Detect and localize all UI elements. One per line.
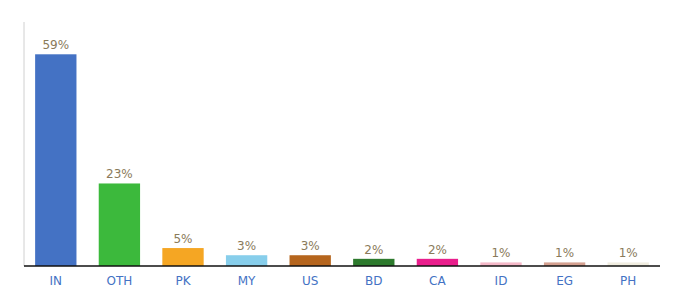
x-tick-label: MY xyxy=(238,274,256,288)
data-labels: 59% 23% 5% 3% 3% 2% 2% 1% 1% 1% xyxy=(42,38,637,260)
bar xyxy=(226,255,267,266)
bar xyxy=(99,183,140,266)
x-tick-label: PK xyxy=(175,274,191,288)
bar xyxy=(35,54,76,266)
data-label: 59% xyxy=(42,38,69,52)
y-axis-line xyxy=(24,22,25,266)
data-label: 1% xyxy=(555,246,574,260)
data-label: 3% xyxy=(237,239,256,253)
data-label: 2% xyxy=(428,243,447,257)
x-tick-label: BD xyxy=(365,274,382,288)
x-tick-label: US xyxy=(302,274,318,288)
bar xyxy=(290,255,331,266)
chart-container: 59% 23% 5% 3% 3% 2% 2% 1% 1% 1% IN OTH PK MY US BD CA ID E… xyxy=(0,0,680,300)
x-tick-labels: IN OTH PK MY US BD CA ID EG PH xyxy=(50,274,637,288)
x-tick-label: PH xyxy=(620,274,636,288)
data-label: 23% xyxy=(106,167,133,181)
x-tick-label: EG xyxy=(556,274,573,288)
x-tick-label: IN xyxy=(50,274,63,288)
x-tick-label: ID xyxy=(495,274,508,288)
data-label: 1% xyxy=(491,246,510,260)
bars xyxy=(35,54,649,266)
bar xyxy=(417,259,458,266)
data-label: 2% xyxy=(364,243,383,257)
x-tick-label: CA xyxy=(429,274,446,288)
data-label: 5% xyxy=(173,232,192,246)
x-axis-line xyxy=(24,265,660,267)
chart: 59% 23% 5% 3% 3% 2% 2% 1% 1% 1% IN OTH PK MY US BD CA ID E… xyxy=(0,0,680,300)
bar xyxy=(353,259,394,266)
bar xyxy=(162,248,203,266)
data-label: 1% xyxy=(619,246,638,260)
data-label: 3% xyxy=(301,239,320,253)
x-tick-label: OTH xyxy=(106,274,132,288)
